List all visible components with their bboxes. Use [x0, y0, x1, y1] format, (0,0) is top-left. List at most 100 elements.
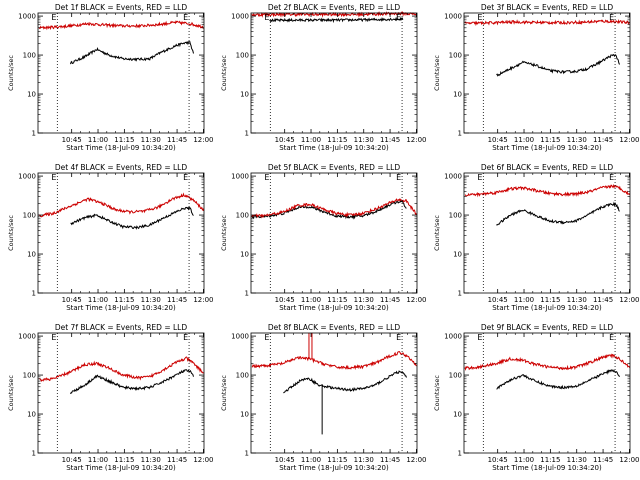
ytick-label: 10	[27, 251, 36, 259]
ytick-label: 1000	[444, 333, 462, 341]
xtick-label: 11:15	[540, 456, 560, 464]
xtick-label: 11:00	[514, 296, 534, 304]
plot-frame	[463, 172, 631, 294]
xtick-label: 11:30	[354, 456, 374, 464]
xtick-label: 10:45	[275, 136, 295, 144]
ytick-label: 1000	[231, 13, 249, 21]
y-axis-label: Counts/sec	[220, 375, 228, 411]
xtick-label: 11:15	[540, 296, 560, 304]
xtick-label: 11:00	[514, 456, 534, 464]
det-panel-9: Det 9f BLACK = Events, RED = LLD 1 10 100 10…	[433, 323, 640, 472]
event-marker-label: E	[609, 333, 614, 342]
ytick-label: 1000	[18, 333, 36, 341]
plot-frame	[250, 12, 418, 134]
xtick-label: 11:00	[301, 296, 321, 304]
y-axis-label: Counts/sec	[433, 375, 441, 411]
ytick-label: 1000	[18, 13, 36, 21]
series-lld	[464, 353, 631, 371]
series-lld	[464, 183, 631, 198]
xtick-label: 11:15	[114, 136, 134, 144]
xtick-label: 10:45	[62, 456, 82, 464]
event-marker-label: E	[396, 13, 401, 22]
xtick-label: 10:45	[488, 136, 508, 144]
det-panel-7: Det 7f BLACK = Events, RED = LLD 1 10 100 10…	[7, 323, 214, 472]
series-lld	[38, 356, 204, 383]
xtick-label: 11:15	[327, 136, 347, 144]
event-marker-label: E	[51, 173, 56, 182]
xtick-label: 12:00	[193, 456, 213, 464]
xtick-label: 11:00	[88, 136, 108, 144]
ytick-label: 100	[236, 52, 249, 60]
event-marker-label: E	[396, 173, 401, 182]
x-axis-label: Start Time (18-Jul-09 10:34:20)	[492, 464, 602, 472]
x-axis-label: Start Time (18-Jul-09 10:34:20)	[66, 464, 176, 472]
ytick-label: 1	[32, 130, 36, 138]
y-axis-label: Counts/sec	[7, 55, 15, 91]
xtick-label: 11:15	[114, 296, 134, 304]
ytick-label: 1	[32, 450, 36, 458]
xtick-label: 11:15	[114, 456, 134, 464]
xtick-label: 11:30	[141, 136, 161, 144]
xtick-label: 11:45	[593, 136, 613, 144]
ytick-label: 10	[240, 411, 249, 419]
xtick-label: 10:45	[62, 136, 82, 144]
y-axis-label: Counts/sec	[7, 375, 15, 411]
xtick-label: 12:00	[406, 456, 426, 464]
xtick-label: 10:45	[275, 456, 295, 464]
y-axis-label: Counts/sec	[433, 55, 441, 91]
series-events	[70, 369, 194, 395]
series-lld	[464, 18, 630, 27]
series-lld	[38, 20, 204, 31]
plot-frame	[37, 12, 205, 134]
y-axis-label: Counts/sec	[220, 215, 228, 251]
event-marker-label: E	[264, 173, 269, 182]
x-axis-label: Start Time (18-Jul-09 10:34:20)	[66, 304, 176, 312]
series-events	[251, 200, 407, 220]
xtick-label: 11:30	[354, 296, 374, 304]
det-panel-5: Det 5f BLACK = Events, RED = LLD 1 10 100 10…	[220, 163, 427, 312]
xtick-label: 11:00	[88, 296, 108, 304]
ytick-label: 100	[23, 372, 36, 380]
ytick-label: 1	[458, 450, 462, 458]
det-panel-4: Det 4f BLACK = Events, RED = LLD 1 10 100 10…	[7, 163, 214, 312]
xtick-label: 11:30	[141, 456, 161, 464]
xtick-label: 12:00	[619, 456, 639, 464]
ytick-label: 1000	[444, 13, 462, 21]
xtick-label: 10:45	[62, 296, 82, 304]
plot-frame	[37, 332, 205, 454]
plot-frame	[250, 172, 418, 294]
series-events	[496, 53, 620, 77]
ytick-label: 1	[245, 290, 249, 298]
ytick-label: 1	[458, 290, 462, 298]
ytick-label: 10	[453, 251, 462, 259]
ytick-label: 10	[27, 91, 36, 99]
x-axis-label: Start Time (18-Jul-09 10:34:20)	[492, 304, 602, 312]
xtick-label: 11:45	[380, 296, 400, 304]
xtick-label: 11:15	[540, 136, 560, 144]
ytick-label: 100	[449, 372, 462, 380]
series-lld	[251, 351, 417, 371]
event-marker-label: E	[183, 13, 188, 22]
x-axis-label: Start Time (18-Jul-09 10:34:20)	[492, 144, 602, 152]
xtick-label: 11:45	[593, 456, 613, 464]
plot-frame	[37, 172, 205, 294]
event-marker-label: E	[609, 173, 614, 182]
panel-title: Det 7f BLACK = Events, RED = LLD	[55, 323, 188, 332]
xtick-label: 11:45	[593, 296, 613, 304]
ytick-label: 100	[23, 52, 36, 60]
series-events	[70, 40, 194, 65]
xtick-label: 12:00	[406, 296, 426, 304]
xtick-label: 11:30	[141, 296, 161, 304]
ytick-label: 10	[27, 411, 36, 419]
series-events	[496, 201, 620, 226]
panel-title: Det 2f BLACK = Events, RED = LLD	[268, 3, 401, 12]
ytick-label: 10	[240, 251, 249, 259]
event-marker-label: E	[396, 333, 401, 342]
x-axis-label: Start Time (18-Jul-09 10:34:20)	[279, 304, 389, 312]
xtick-label: 11:30	[567, 456, 587, 464]
xtick-label: 12:00	[619, 296, 639, 304]
panel-title: Det 1f BLACK = Events, RED = LLD	[55, 3, 188, 12]
xtick-label: 10:45	[275, 296, 295, 304]
panel-title: Det 9f BLACK = Events, RED = LLD	[481, 323, 614, 332]
panel-title: Det 6f BLACK = Events, RED = LLD	[481, 163, 614, 172]
